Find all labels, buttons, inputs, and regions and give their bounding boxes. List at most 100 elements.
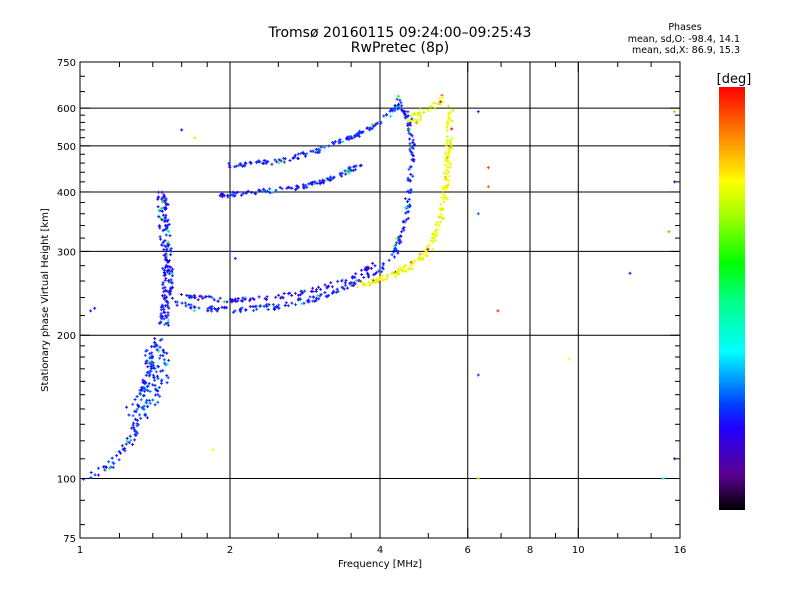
data-point	[93, 306, 97, 310]
data-point	[476, 477, 480, 480]
data-point	[358, 164, 362, 168]
data-point	[450, 119, 454, 123]
data-point	[120, 444, 124, 448]
data-point	[370, 123, 374, 127]
data-point	[442, 197, 446, 201]
data-point	[349, 168, 353, 172]
data-point	[160, 190, 164, 194]
data-point	[348, 137, 352, 140]
data-point	[407, 122, 411, 126]
data-point	[251, 296, 255, 300]
data-point	[218, 296, 222, 300]
data-point	[153, 378, 157, 382]
data-point	[431, 232, 435, 236]
data-point	[400, 104, 404, 108]
data-point	[164, 314, 168, 318]
data-point	[148, 352, 152, 356]
data-point	[131, 443, 134, 446]
data-point	[405, 115, 409, 118]
y-tick-label: 300	[57, 247, 76, 258]
data-point	[673, 110, 676, 114]
data-point	[318, 148, 322, 152]
data-point	[136, 423, 140, 427]
data-point	[154, 393, 157, 397]
data-point	[214, 308, 218, 311]
data-point	[286, 292, 290, 296]
data-point	[277, 161, 281, 165]
data-point	[384, 277, 388, 281]
data-point	[236, 190, 240, 194]
data-point	[447, 118, 451, 122]
data-point	[164, 198, 168, 202]
data-point	[164, 207, 168, 210]
x-axis-label: Frequency [MHz]	[338, 559, 422, 570]
data-point	[133, 398, 137, 401]
data-point	[161, 229, 165, 233]
data-point	[445, 172, 449, 176]
data-point	[158, 356, 162, 360]
data-point	[156, 374, 159, 378]
data-point	[448, 166, 452, 169]
data-point	[446, 170, 450, 174]
data-point	[146, 365, 150, 369]
data-point	[169, 247, 173, 250]
data-point	[123, 449, 127, 453]
data-point	[343, 169, 347, 173]
phase-heading: Phases	[668, 22, 702, 33]
data-point	[279, 159, 283, 163]
data-point	[170, 274, 174, 278]
data-point	[438, 215, 441, 219]
data-point	[447, 149, 451, 153]
data-point	[305, 185, 309, 189]
data-point	[377, 278, 381, 282]
data-point	[222, 306, 226, 310]
data-point	[241, 164, 244, 168]
data-point	[367, 280, 371, 284]
data-point	[370, 127, 374, 131]
data-point	[222, 300, 226, 304]
data-point	[169, 278, 173, 282]
data-point	[290, 294, 294, 297]
data-point	[161, 213, 165, 217]
data-point	[450, 143, 454, 147]
data-point	[145, 416, 149, 420]
data-point	[265, 304, 269, 308]
data-point	[280, 295, 284, 299]
data-point	[164, 233, 168, 237]
data-point	[254, 192, 258, 196]
data-point	[117, 458, 121, 462]
data-point	[354, 272, 358, 276]
data-point	[329, 177, 332, 181]
data-point	[409, 188, 413, 191]
data-point	[319, 145, 323, 149]
y-tick-label: 500	[57, 142, 76, 153]
data-point	[346, 168, 350, 172]
data-point	[345, 137, 349, 141]
data-point	[424, 249, 428, 253]
data-point	[406, 124, 410, 127]
data-point	[275, 160, 279, 164]
data-point	[445, 135, 449, 139]
data-point	[335, 287, 339, 291]
data-point	[211, 296, 215, 300]
data-point	[235, 164, 239, 168]
data-point	[233, 309, 237, 313]
data-point	[170, 280, 174, 284]
data-point	[396, 107, 400, 111]
chart-title: Tromsø 20160115 09:24:00–09:25:43 RwPret…	[200, 26, 600, 56]
data-point	[439, 203, 442, 206]
data-point	[238, 307, 242, 311]
data-point	[447, 174, 451, 178]
data-point	[160, 317, 164, 321]
data-point	[145, 402, 149, 406]
data-point	[193, 305, 197, 309]
data-point	[318, 181, 322, 185]
data-point	[440, 212, 443, 216]
data-point	[250, 191, 254, 194]
data-point	[333, 140, 337, 144]
data-point	[476, 373, 480, 377]
data-point	[396, 94, 400, 98]
data-point	[163, 361, 167, 365]
data-point	[154, 343, 158, 346]
data-point	[402, 226, 406, 229]
